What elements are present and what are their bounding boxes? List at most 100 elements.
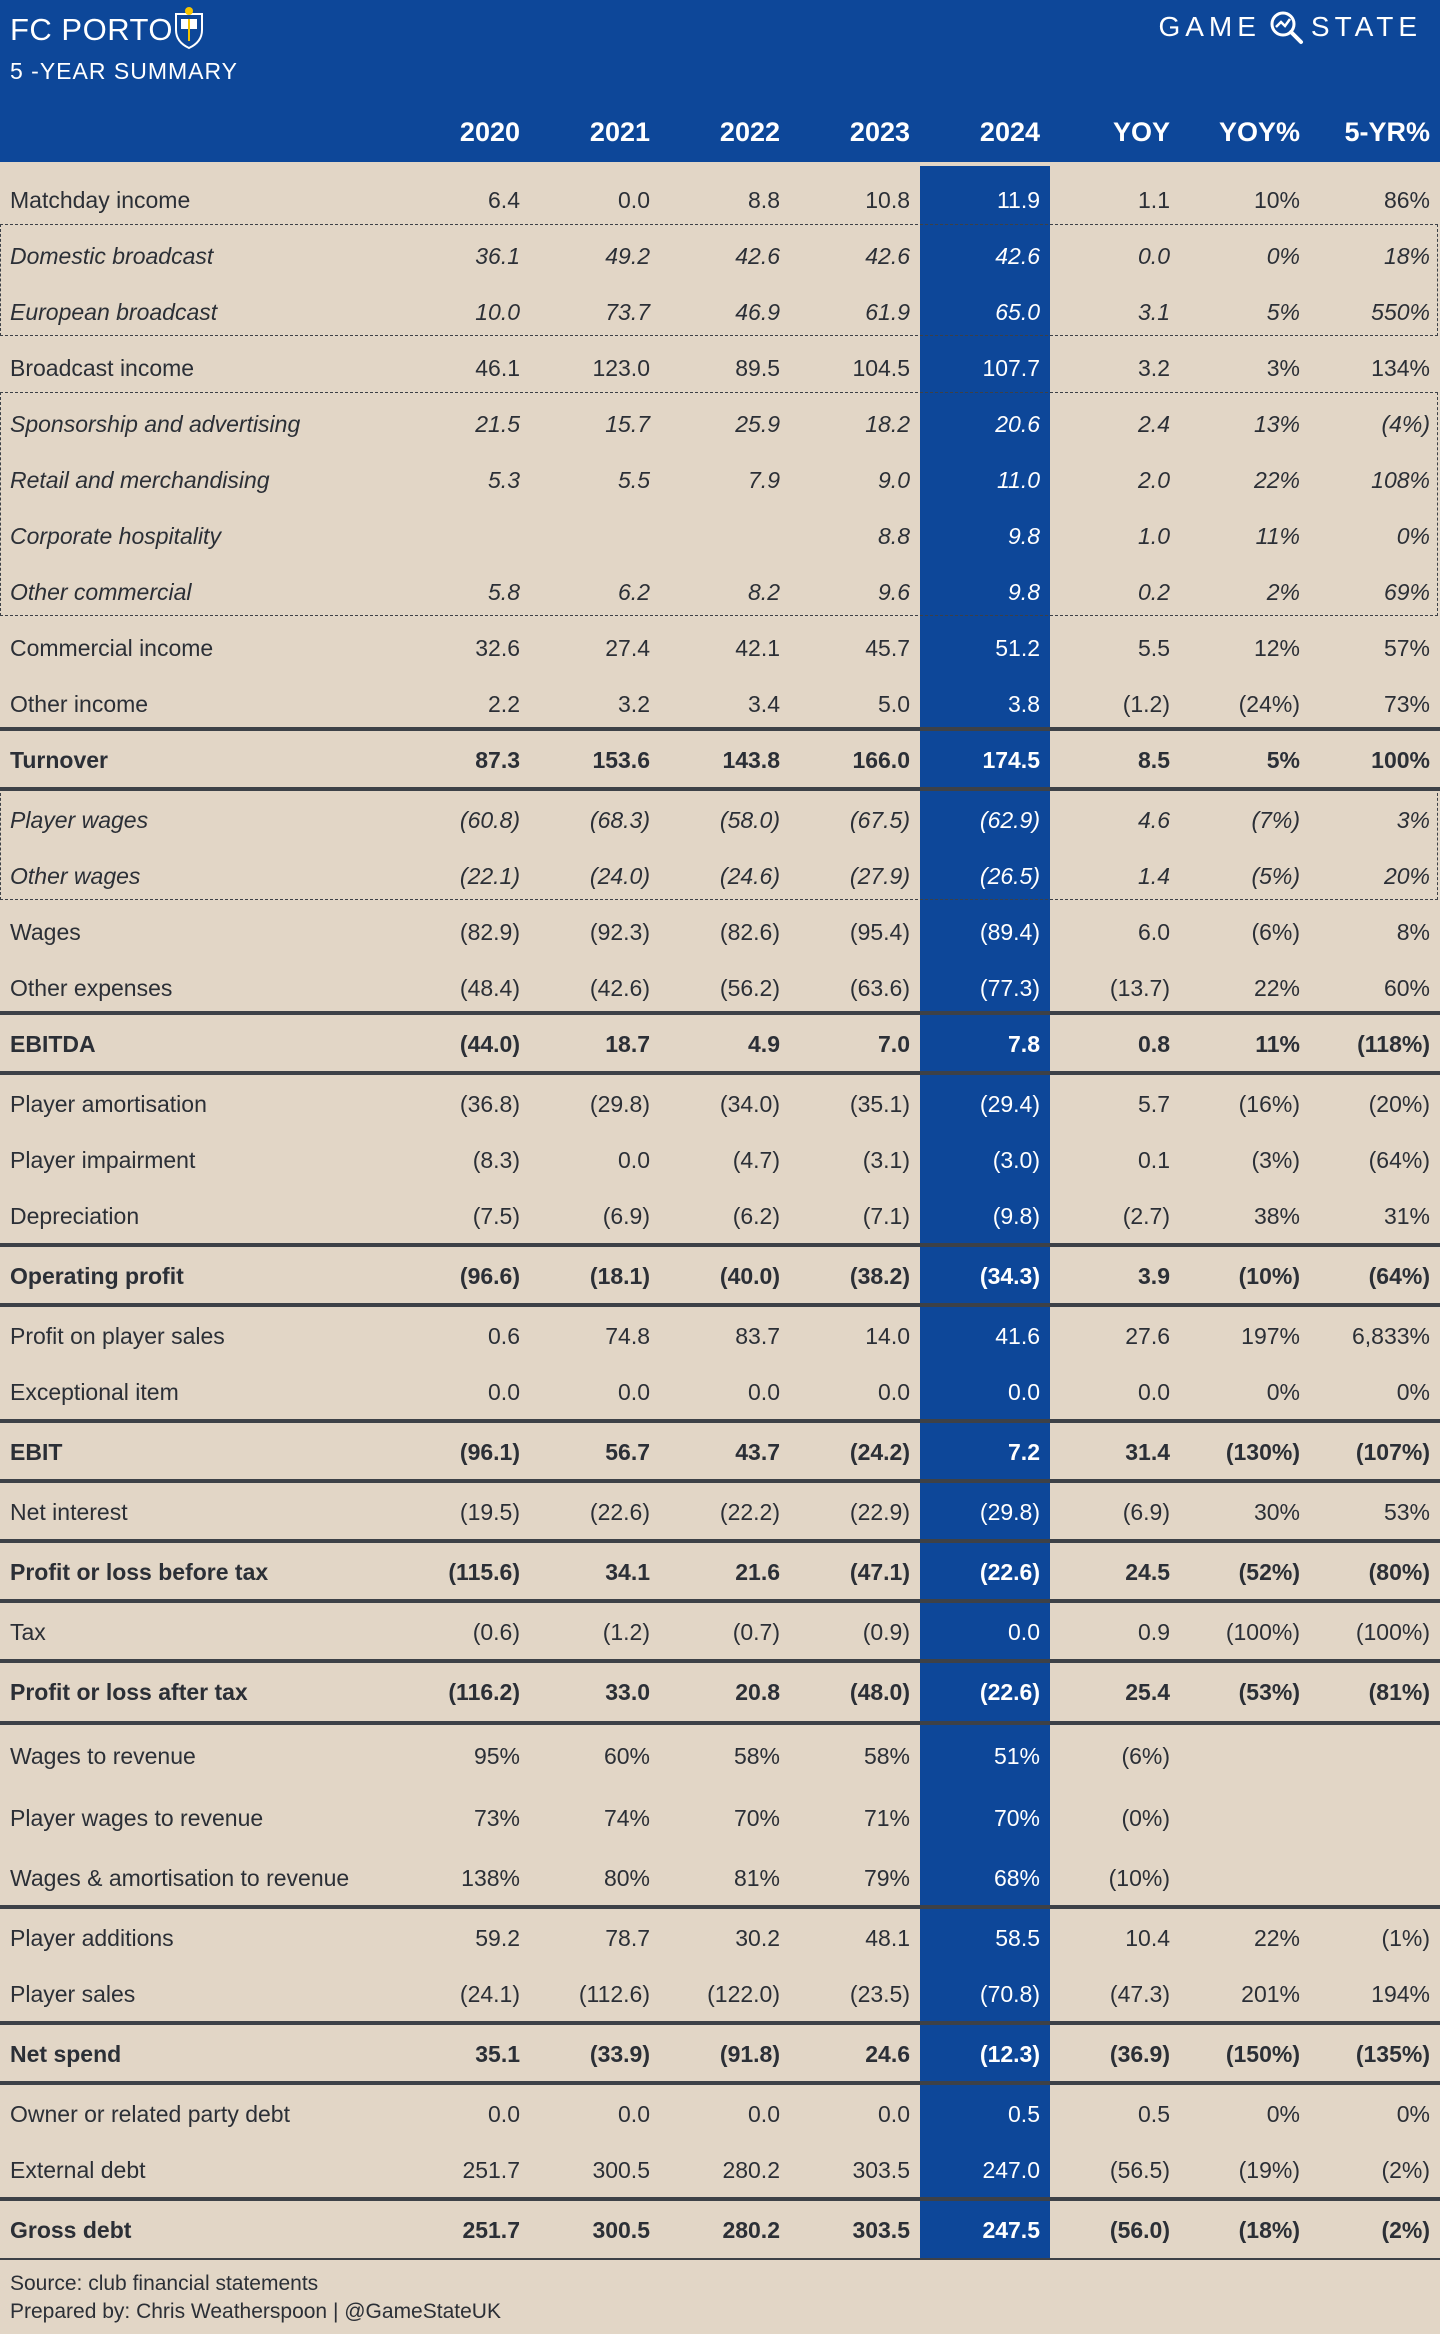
row-value: (7%) xyxy=(1251,806,1300,833)
row-value: 123.0 xyxy=(592,354,650,381)
row-value: (130%) xyxy=(1225,1438,1300,1465)
table-row: Matchday income 6.4 0.0 8.8 10.8 11.9 1.1 10% 86… xyxy=(0,172,1440,228)
row-value: (95.4) xyxy=(849,918,910,945)
row-value: 51% xyxy=(993,1742,1040,1769)
row-label: Sponsorship and advertising xyxy=(10,410,301,437)
table-row: Owner or related party debt 0.0 0.0 0.0 0.0 0… xyxy=(0,2086,1440,2142)
row-value: 73.7 xyxy=(605,298,650,325)
row-value: 174.5 xyxy=(982,746,1040,773)
row-value: (44.0) xyxy=(459,1030,520,1057)
row-value: (22.6) xyxy=(979,1558,1040,1585)
row-value: (13.7) xyxy=(1109,974,1170,1001)
row-value: 0.0 xyxy=(488,2100,520,2127)
row-value: 2% xyxy=(1266,578,1300,605)
row-value: 300.5 xyxy=(592,2216,650,2243)
row-value: 5.3 xyxy=(488,466,520,493)
row-value: 13% xyxy=(1253,410,1300,437)
row-value: 95% xyxy=(473,1742,520,1769)
table-row: Other expenses (48.4) (42.6) (56.2) (63.6) (7… xyxy=(0,960,1440,1016)
row-value: (22.9) xyxy=(849,1498,910,1525)
table-row: Profit or loss after tax (116.2) 33.0 20.8 (… xyxy=(0,1664,1440,1720)
row-value: 58% xyxy=(863,1742,910,1769)
section-divider xyxy=(0,1419,1440,1423)
row-value: (56.2) xyxy=(719,974,780,1001)
row-label: Player wages to revenue xyxy=(10,1804,264,1831)
row-value: 3.4 xyxy=(748,690,780,717)
row-value: 0% xyxy=(1396,1378,1430,1405)
row-value: (19.5) xyxy=(459,1498,520,1525)
row-value: 5.7 xyxy=(1138,1090,1170,1117)
row-value: 0% xyxy=(1396,522,1430,549)
row-value: 73% xyxy=(473,1804,520,1831)
row-value: (7.1) xyxy=(862,1202,910,1229)
section-divider xyxy=(0,2021,1440,2025)
row-value: (92.3) xyxy=(589,918,650,945)
row-value: 1.4 xyxy=(1138,862,1170,889)
row-value: 251.7 xyxy=(462,2216,520,2243)
row-value: (115.6) xyxy=(448,1558,520,1585)
row-value: 5% xyxy=(1266,298,1300,325)
row-value: (68.3) xyxy=(589,806,650,833)
row-value: (19%) xyxy=(1238,2156,1300,2183)
row-value: (0.9) xyxy=(862,1618,910,1645)
row-value: (22.2) xyxy=(719,1498,780,1525)
column-header: 2020 xyxy=(459,117,520,147)
row-value: 38% xyxy=(1253,1202,1300,1229)
table-row: Depreciation (7.5) (6.9) (6.2) (7.1) (9.8) (2.… xyxy=(0,1188,1440,1244)
row-value: 42.6 xyxy=(995,242,1040,269)
row-value: 104.5 xyxy=(852,354,910,381)
row-value: 0.8 xyxy=(1138,1030,1170,1057)
row-label: Gross debt xyxy=(10,2216,132,2243)
table-bottom-rule xyxy=(0,2258,1440,2260)
row-value: 7.9 xyxy=(748,466,780,493)
row-value: 6.4 xyxy=(488,186,520,213)
row-label: Net spend xyxy=(10,2040,122,2067)
row-value: (23.5) xyxy=(849,1980,910,2007)
row-value: (7.5) xyxy=(472,1202,520,1229)
row-value: 0.0 xyxy=(618,186,650,213)
row-value: 3.8 xyxy=(1008,690,1040,717)
row-value: (100%) xyxy=(1225,1618,1300,1645)
row-label: Other wages xyxy=(10,862,141,889)
row-value: 1.0 xyxy=(1138,522,1170,549)
row-value: 1.1 xyxy=(1138,186,1170,213)
column-header: 5-YR% xyxy=(1344,117,1430,147)
row-value: 0% xyxy=(1266,242,1300,269)
row-value: (35.1) xyxy=(849,1090,910,1117)
row-value: 251.7 xyxy=(462,2156,520,2183)
row-value xyxy=(1180,1788,1300,1848)
row-value: 30% xyxy=(1253,1498,1300,1525)
row-value xyxy=(1310,1788,1430,1848)
row-value: (53%) xyxy=(1238,1678,1300,1705)
row-value: (1%) xyxy=(1381,1924,1430,1951)
row-value: 42.6 xyxy=(735,242,780,269)
column-header: 2023 xyxy=(849,117,910,147)
row-value: 4.9 xyxy=(748,1030,780,1057)
section-divider xyxy=(0,1905,1440,1909)
row-value: 0.0 xyxy=(1008,1378,1040,1405)
row-label: Operating profit xyxy=(10,1262,184,1289)
row-value: (29.4) xyxy=(979,1090,1040,1117)
row-value: 9.6 xyxy=(878,578,910,605)
row-value: 20.8 xyxy=(735,1678,780,1705)
row-value: 2.4 xyxy=(1138,410,1170,437)
row-label: Wages & amortisation to revenue xyxy=(10,1864,350,1891)
section-divider xyxy=(0,1721,1440,1725)
row-value: (56.5) xyxy=(1109,2156,1170,2183)
row-value: 0.0 xyxy=(878,2100,910,2127)
row-value: (0.6) xyxy=(472,1618,520,1645)
row-value: (96.1) xyxy=(459,1438,520,1465)
row-value: (63.6) xyxy=(849,974,910,1001)
row-value: 60% xyxy=(603,1742,650,1769)
row-value: (24%) xyxy=(1238,690,1300,717)
row-value: 194% xyxy=(1371,1980,1430,2007)
row-value: 7.8 xyxy=(1008,1030,1040,1057)
row-value: (22.6) xyxy=(979,1678,1040,1705)
row-value: (3.0) xyxy=(992,1146,1040,1173)
row-value: 11% xyxy=(1255,1030,1300,1057)
section-divider xyxy=(0,1599,1440,1603)
table-row: Player amortisation (36.8) (29.8) (34.0) (35… xyxy=(0,1076,1440,1132)
row-value: (96.6) xyxy=(459,1262,520,1289)
row-value: 21.5 xyxy=(475,410,520,437)
